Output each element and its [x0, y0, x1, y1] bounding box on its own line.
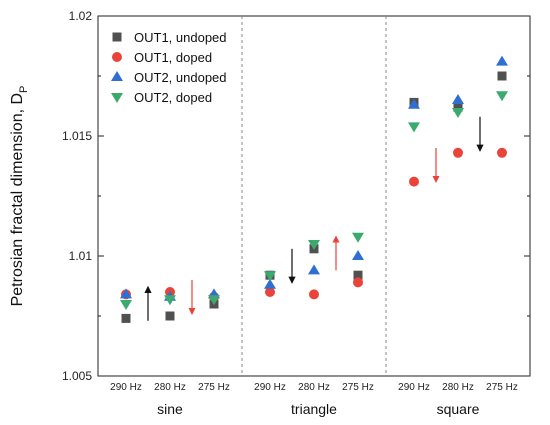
data-point: [164, 295, 176, 306]
data-point: [496, 91, 508, 102]
y-axis: 1.005 1.01 1.015 1.02: [62, 9, 530, 383]
frequency-label: 275 Hz: [342, 382, 374, 393]
data-point: [452, 94, 464, 104]
group-label-triangle: triangle: [291, 401, 337, 417]
y-tick-label: 1.01: [69, 249, 93, 263]
y-axis-title: Petrosian fractal dimension, DP: [9, 86, 30, 307]
data-point: [120, 300, 132, 310]
data-point: [353, 277, 363, 288]
y-tick-label: 1.015: [62, 129, 92, 143]
legend: OUT1, undoped OUT1, doped OUT2, undoped OUT…: [111, 30, 227, 105]
legend-label: OUT2, doped: [134, 90, 212, 105]
frequency-label: 290 Hz: [110, 382, 142, 393]
data-point: [452, 108, 464, 118]
data-point: [497, 147, 507, 158]
data-point: [352, 232, 364, 243]
data-point: [265, 287, 275, 297]
legend-marker: [111, 71, 123, 81]
data-point: [309, 289, 319, 300]
frequency-label: 280 Hz: [298, 382, 330, 393]
data-point: [352, 250, 364, 260]
legend-label: OUT1, doped: [134, 50, 212, 65]
frequency-label: 280 Hz: [154, 382, 186, 393]
data-point: [408, 122, 420, 133]
y-tick-label: 1.02: [69, 9, 93, 23]
group-label-square: square: [437, 401, 480, 417]
x-axis: 290 Hz 280 Hz 275 Hz sine 290 Hz 280 Hz 275 Hz…: [110, 382, 518, 417]
data-point: [165, 311, 175, 321]
data-point: [408, 98, 420, 109]
frequency-label: 290 Hz: [398, 382, 430, 393]
data-point: [409, 176, 419, 187]
data-point: [353, 270, 363, 280]
frequency-label: 290 Hz: [254, 382, 286, 393]
data-point: [496, 55, 508, 66]
data-point: [308, 240, 320, 250]
trend-arrows: [144, 116, 484, 321]
data-point: [121, 313, 131, 323]
data-point: [208, 295, 220, 306]
legend-marker: [112, 32, 122, 42]
frequency-label: 275 Hz: [486, 382, 518, 393]
group-label-sine: sine: [157, 401, 183, 417]
data-point: [264, 278, 276, 289]
legend-label: OUT1, undoped: [134, 30, 227, 45]
legend-marker: [111, 93, 123, 103]
data-point: [120, 288, 132, 299]
frequency-label: 275 Hz: [198, 382, 230, 393]
data-points: [120, 55, 508, 323]
data-point: [264, 271, 276, 282]
data-point: [497, 71, 507, 81]
legend-marker: [112, 52, 122, 62]
data-point: [308, 264, 320, 275]
group-dividers: [241, 16, 387, 376]
data-point: [453, 147, 463, 158]
data-point: [453, 102, 463, 112]
legend-label: OUT2, undoped: [134, 70, 227, 85]
y-tick-label: 1.005: [62, 369, 92, 383]
frequency-label: 280 Hz: [442, 382, 474, 393]
